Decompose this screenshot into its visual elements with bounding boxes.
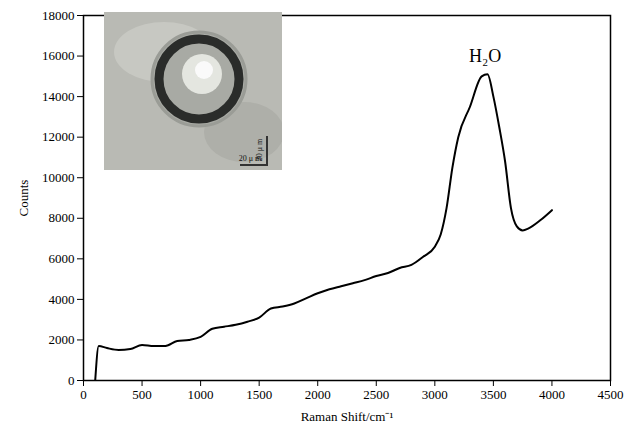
svg-text:12000: 12000 xyxy=(42,129,75,144)
svg-text:4500: 4500 xyxy=(598,387,624,402)
svg-text:3000: 3000 xyxy=(422,387,448,402)
svg-text:4000: 4000 xyxy=(539,387,565,402)
svg-text:1000: 1000 xyxy=(188,387,214,402)
svg-text:20 μ m: 20 μ m xyxy=(239,154,262,163)
svg-text:6000: 6000 xyxy=(49,251,75,266)
svg-text:10000: 10000 xyxy=(42,170,75,185)
svg-text:14000: 14000 xyxy=(42,89,75,104)
svg-text:8000: 8000 xyxy=(49,210,75,225)
svg-text:1500: 1500 xyxy=(246,387,272,402)
svg-text:16000: 16000 xyxy=(42,48,75,63)
svg-text:4000: 4000 xyxy=(49,292,75,307)
svg-text:Raman Shift/cm⁻¹: Raman Shift/cm⁻¹ xyxy=(301,409,394,424)
svg-text:0: 0 xyxy=(68,373,75,388)
svg-text:3500: 3500 xyxy=(480,387,506,402)
svg-text:H₂O: H₂O xyxy=(469,46,501,66)
svg-text:0: 0 xyxy=(80,387,87,402)
svg-text:Counts: Counts xyxy=(16,180,31,217)
svg-text:18000: 18000 xyxy=(42,8,75,23)
svg-text:2000: 2000 xyxy=(305,387,331,402)
svg-text:2500: 2500 xyxy=(363,387,389,402)
svg-text:20 μ m: 20 μ m xyxy=(255,138,264,162)
svg-text:500: 500 xyxy=(132,387,152,402)
svg-text:2000: 2000 xyxy=(49,332,75,347)
